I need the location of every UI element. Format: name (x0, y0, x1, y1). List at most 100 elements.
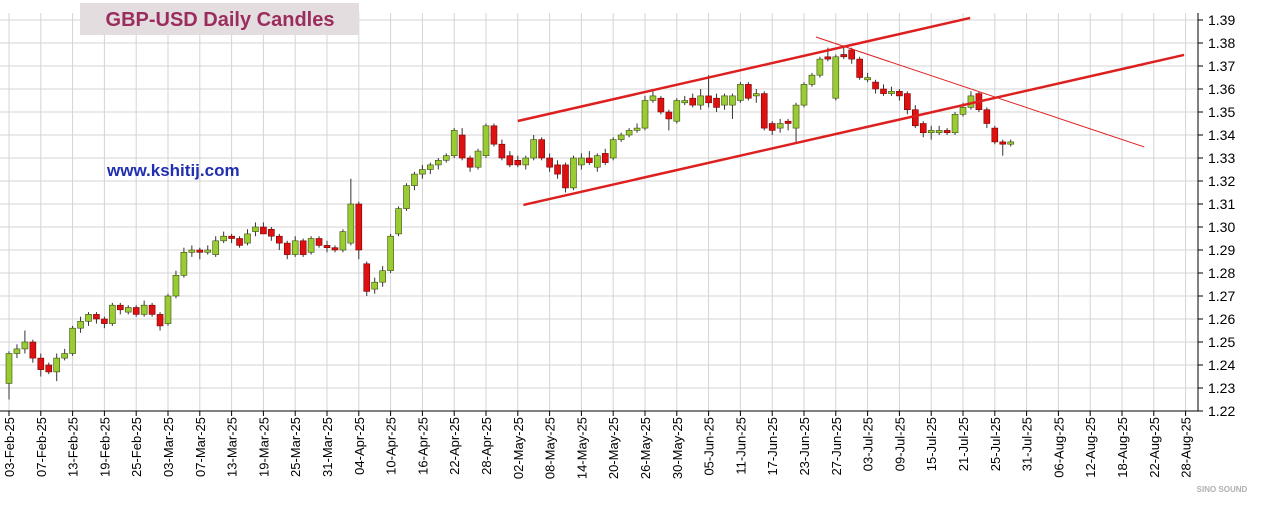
candle-body (896, 91, 903, 97)
y-tick-label: 1.31 (1208, 196, 1235, 212)
x-tick-label: 06-Aug-25 (1051, 417, 1066, 478)
candle-body (617, 134, 625, 140)
chart-title: GBP-USD Daily Candles (106, 9, 335, 31)
candle-body (132, 307, 140, 315)
candle-body (117, 304, 124, 311)
candle-body (872, 81, 879, 90)
candle-body (983, 109, 991, 124)
candle-body (5, 353, 13, 384)
candle-body (45, 364, 53, 373)
x-tick-label: 22-Aug-25 (1147, 417, 1162, 478)
candle-body (737, 84, 744, 101)
candle-body (546, 157, 553, 168)
candle-body (840, 54, 848, 58)
candle-body (713, 97, 720, 108)
candle-body (347, 203, 355, 244)
candle-body (387, 235, 394, 271)
x-tick-label: 03-Jul-25 (861, 417, 876, 471)
candle-body (959, 107, 967, 115)
candle-body (593, 155, 601, 168)
candle-body (434, 160, 442, 166)
candle-body (109, 304, 116, 324)
candle-body (363, 263, 371, 292)
candle-body (331, 247, 339, 251)
candle-body (403, 185, 410, 209)
x-tick-label: 09-Jul-25 (892, 417, 907, 471)
candle-body (228, 235, 235, 239)
y-tick-label: 1.32 (1208, 173, 1235, 189)
candle-body (824, 56, 832, 60)
x-tick-label: 20-May-25 (606, 417, 621, 479)
candle-body (625, 130, 633, 136)
x-tick-label: 05-Jun-25 (702, 417, 717, 476)
candle-body (800, 84, 808, 106)
candle-body (13, 348, 21, 354)
candle-body (784, 120, 792, 124)
x-tick-label: 11-Jun-25 (733, 417, 748, 475)
candle-body (633, 127, 641, 131)
y-tick-label: 1.35 (1208, 104, 1235, 120)
candle-body (395, 208, 402, 235)
candle-body (880, 88, 887, 94)
candle-body (21, 341, 29, 350)
candle-body (124, 307, 132, 313)
candle-body (196, 249, 204, 253)
x-tick-label: 08-May-25 (543, 417, 558, 479)
candle-body (275, 235, 283, 244)
y-tick-label: 1.34 (1208, 127, 1235, 143)
candle-body (379, 270, 386, 283)
candle-body (101, 318, 108, 324)
candle-body (888, 91, 895, 94)
candle-body (490, 125, 498, 145)
candle-body (689, 97, 697, 106)
candle-body (474, 150, 482, 168)
trendline (523, 53, 1185, 207)
x-tick-label: 13-Mar-25 (225, 417, 240, 477)
y-tick-label: 1.38 (1208, 35, 1235, 51)
candle-body (85, 314, 92, 322)
candle-body (705, 95, 712, 104)
x-tick-label: 23-Jun-25 (797, 417, 812, 476)
x-tick-label: 04-Apr-25 (352, 417, 367, 475)
candle-body (371, 281, 379, 290)
x-tick-label: 03-Feb-25 (2, 417, 17, 477)
x-tick-label: 07-Feb-25 (34, 417, 49, 477)
y-tick-label: 1.29 (1208, 242, 1235, 258)
x-tick-label: 18-Aug-25 (1115, 417, 1130, 478)
candle-body (911, 109, 919, 127)
candle-body (482, 125, 490, 157)
candle-body (991, 127, 999, 143)
candle-body (323, 245, 331, 248)
candle-body (927, 130, 935, 133)
x-tick-label: 27-Jun-25 (829, 417, 844, 476)
x-tick-label: 02-May-25 (511, 417, 526, 479)
candle-body (776, 123, 784, 129)
candle-body (951, 114, 959, 134)
candle-body (355, 203, 363, 251)
candle-body (943, 130, 951, 133)
candle-body (832, 56, 840, 99)
candle-body (244, 233, 251, 244)
candle-body (506, 155, 514, 166)
candle-body (538, 139, 545, 159)
x-tick-label: 17-Jun-25 (765, 417, 780, 476)
candle-body (919, 123, 927, 133)
candle-body (260, 226, 267, 235)
candle-body (729, 95, 736, 106)
y-tick-label: 1.39 (1208, 12, 1235, 28)
candle-body (601, 153, 609, 163)
candle-body (268, 229, 275, 237)
candle-body (307, 238, 315, 253)
candle-body (188, 249, 196, 253)
candle-body (808, 74, 816, 85)
candle-body (530, 139, 538, 159)
candle-body (665, 111, 673, 120)
candle-body (172, 274, 180, 297)
candle-body (752, 93, 760, 97)
candle-body (768, 123, 776, 131)
candle-body (649, 95, 657, 101)
candle-body (514, 160, 522, 166)
candle-body (1007, 141, 1015, 145)
